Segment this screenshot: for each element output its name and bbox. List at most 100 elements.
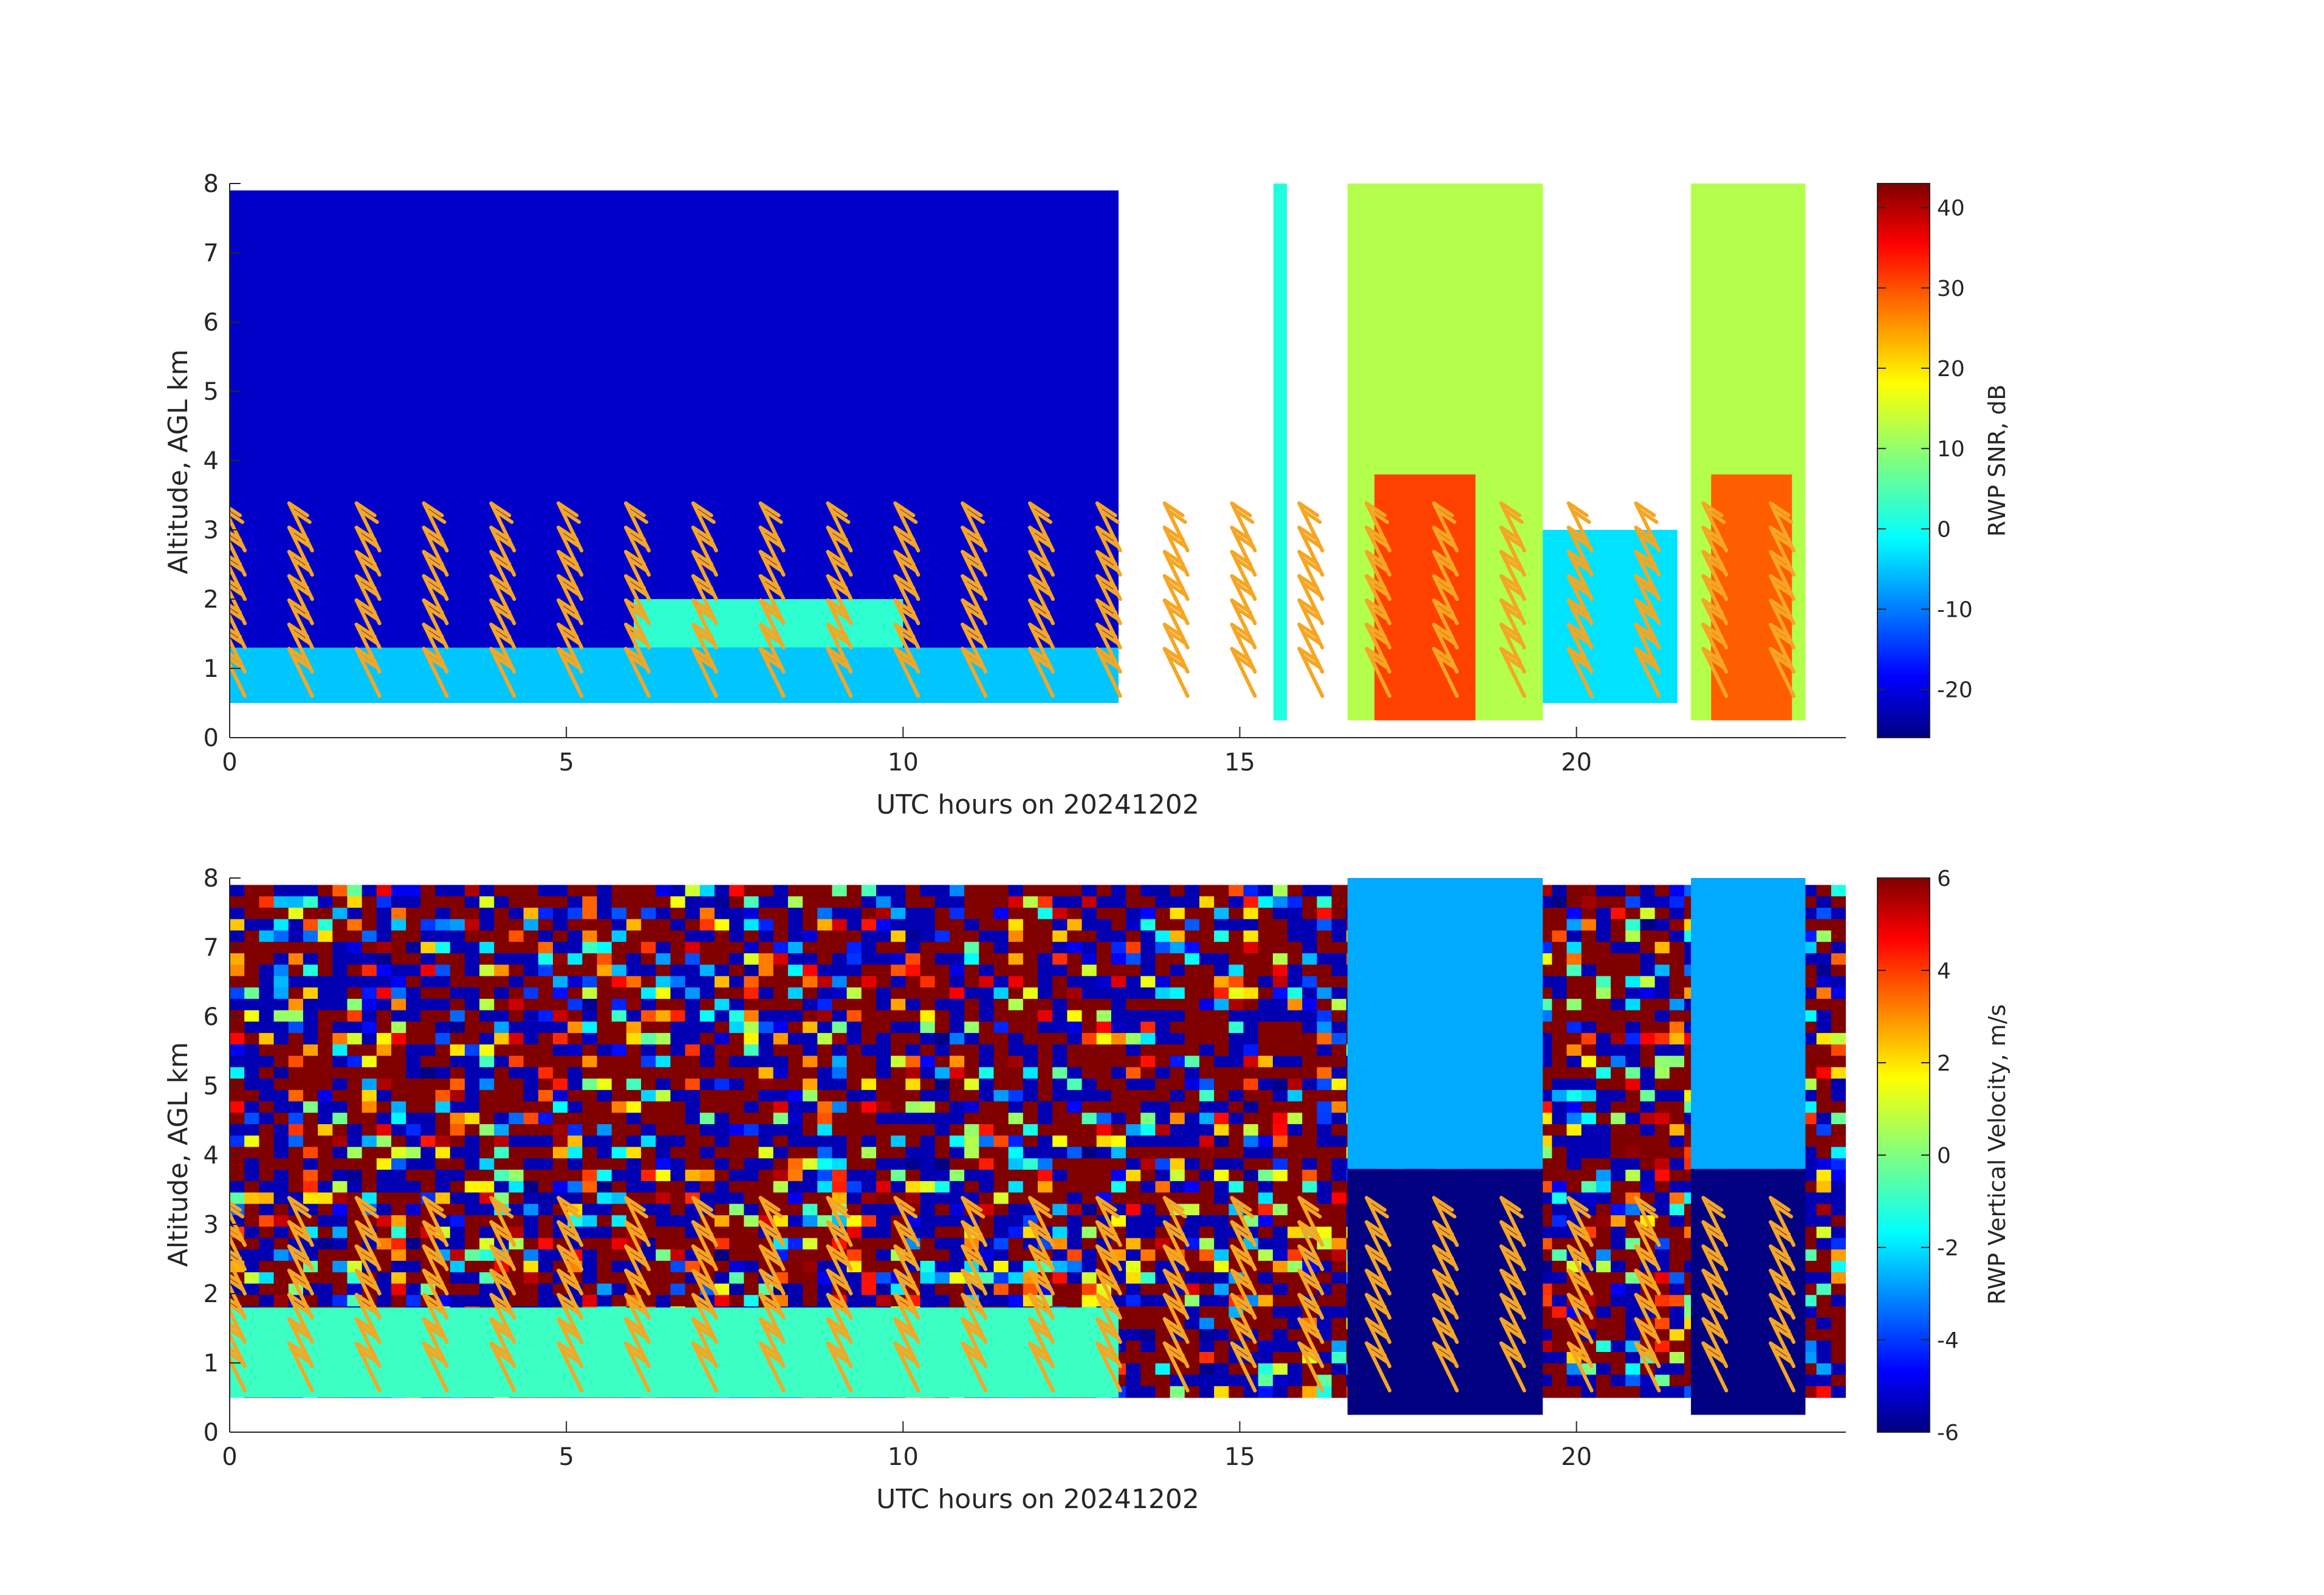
heatmap-cell — [1331, 1044, 1347, 1057]
heatmap-cell — [1184, 1124, 1200, 1136]
heatmap-cell — [1067, 1215, 1083, 1227]
heatmap-cell — [582, 1295, 598, 1307]
heatmap-cell — [318, 1055, 333, 1068]
heatmap-cell — [891, 907, 906, 920]
heatmap-cell — [1611, 942, 1626, 954]
heatmap-cell — [993, 998, 1009, 1011]
heatmap-cell — [1258, 1181, 1273, 1193]
heatmap-cell — [303, 919, 318, 931]
heatmap-cell — [656, 976, 671, 988]
heatmap-cell — [479, 1101, 495, 1113]
heatmap-cell — [1302, 976, 1318, 988]
heatmap-cell — [1287, 1067, 1303, 1079]
heatmap-cell — [347, 1283, 363, 1295]
heatmap-cell — [420, 1067, 436, 1079]
heatmap-cell — [435, 1089, 451, 1102]
heatmap-cell — [949, 919, 965, 931]
heatmap-cell — [611, 1204, 627, 1216]
heatmap-cell — [538, 1067, 554, 1079]
heatmap-cell — [1611, 953, 1626, 966]
heatmap-cell — [1581, 1044, 1597, 1057]
heatmap-cell — [1552, 1124, 1568, 1136]
heatmap-cell — [1272, 1033, 1288, 1045]
heatmap-cell — [303, 1147, 318, 1159]
heatmap-cell — [905, 1021, 921, 1034]
heatmap-cell — [1669, 987, 1685, 1000]
heatmap-cell — [1155, 1124, 1171, 1136]
heatmap-cell — [964, 885, 979, 897]
heatmap-cell — [259, 1113, 275, 1125]
heatmap-cell — [773, 953, 789, 966]
heatmap-cell — [230, 1181, 245, 1193]
heatmap-cell — [273, 1272, 289, 1285]
heatmap-cell — [861, 1181, 877, 1193]
heatmap-cell — [934, 964, 950, 976]
heatmap-cell — [450, 919, 465, 931]
heatmap-cell — [979, 1158, 995, 1170]
heatmap-cell — [1287, 1170, 1303, 1182]
wind-barb — [1230, 501, 1257, 553]
heatmap-cell — [538, 1295, 554, 1307]
heatmap-cell — [273, 942, 289, 954]
heatmap-cell — [905, 1147, 921, 1159]
heatmap-cell — [1111, 1021, 1126, 1034]
heatmap-cell — [318, 1158, 333, 1170]
heatmap-cell — [1126, 1204, 1141, 1216]
heatmap-cell — [376, 1170, 392, 1182]
heatmap-cell — [1317, 896, 1332, 908]
heatmap-cell — [1199, 1374, 1215, 1387]
heatmap-cell — [362, 1135, 377, 1148]
wind-barb — [1230, 574, 1257, 625]
heatmap-cell — [626, 1089, 642, 1102]
heatmap-cell — [744, 1283, 759, 1295]
heatmap-cell — [1611, 1295, 1626, 1307]
heatmap-cell — [273, 1158, 289, 1170]
heatmap-cell — [803, 976, 818, 988]
heatmap-cell — [715, 1010, 730, 1022]
heatmap-cell — [450, 1181, 465, 1193]
heatmap-cell — [934, 1215, 950, 1227]
heatmap-cell — [611, 998, 627, 1011]
heatmap-cell — [1067, 1226, 1083, 1239]
heatmap-cell — [244, 1055, 259, 1068]
heatmap-cell — [846, 998, 862, 1011]
heatmap-cell — [1581, 987, 1597, 1000]
heatmap-cell — [582, 1147, 598, 1159]
heatmap-cell — [406, 953, 421, 966]
heatmap-cell — [1611, 998, 1626, 1011]
heatmap-cell — [1258, 1021, 1273, 1034]
heatmap-cell — [406, 1147, 421, 1159]
heatmap-cell — [1317, 1124, 1332, 1136]
heatmap-cell — [435, 964, 451, 976]
heatmap-cell — [861, 1033, 877, 1045]
heatmap-cell — [523, 1215, 539, 1227]
heatmap-cell — [538, 1113, 554, 1125]
heatmap-cell — [1023, 1033, 1038, 1045]
heatmap-cell — [1140, 919, 1156, 931]
heatmap-cell — [846, 953, 862, 966]
heatmap-cell — [1654, 1204, 1670, 1216]
wind-barb — [1230, 598, 1257, 650]
y-tick-label: 6 — [204, 309, 219, 337]
heatmap-cell — [1140, 1158, 1156, 1170]
heatmap-cell — [803, 1238, 818, 1250]
heatmap-cell — [1199, 998, 1215, 1011]
heatmap-cell — [1272, 1329, 1288, 1341]
heatmap-cell — [715, 1215, 730, 1227]
heatmap-cell — [729, 1238, 744, 1250]
heatmap-cell — [318, 1101, 333, 1113]
heatmap-cell — [1669, 1089, 1685, 1102]
heatmap-cell — [376, 930, 392, 942]
heatmap-cell — [1140, 1215, 1156, 1227]
heatmap-cell — [244, 1192, 259, 1204]
heatmap-cell — [538, 987, 554, 1000]
heatmap-cell — [1317, 907, 1332, 920]
heatmap-cell — [685, 1283, 701, 1295]
heatmap-cell — [934, 1113, 950, 1125]
heatmap-cell — [1287, 1021, 1303, 1034]
heatmap-cell — [1596, 919, 1611, 931]
heatmap-cell — [1214, 1295, 1229, 1307]
heatmap-cell — [920, 1067, 936, 1079]
heatmap-cell — [1317, 1010, 1332, 1022]
